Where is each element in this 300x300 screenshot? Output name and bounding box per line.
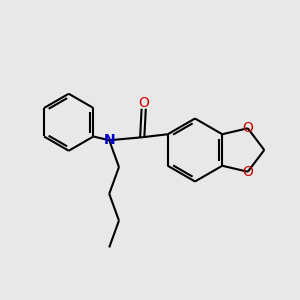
Text: N: N (103, 133, 115, 147)
Text: O: O (242, 165, 253, 179)
Text: O: O (138, 96, 149, 110)
Text: O: O (242, 121, 253, 135)
